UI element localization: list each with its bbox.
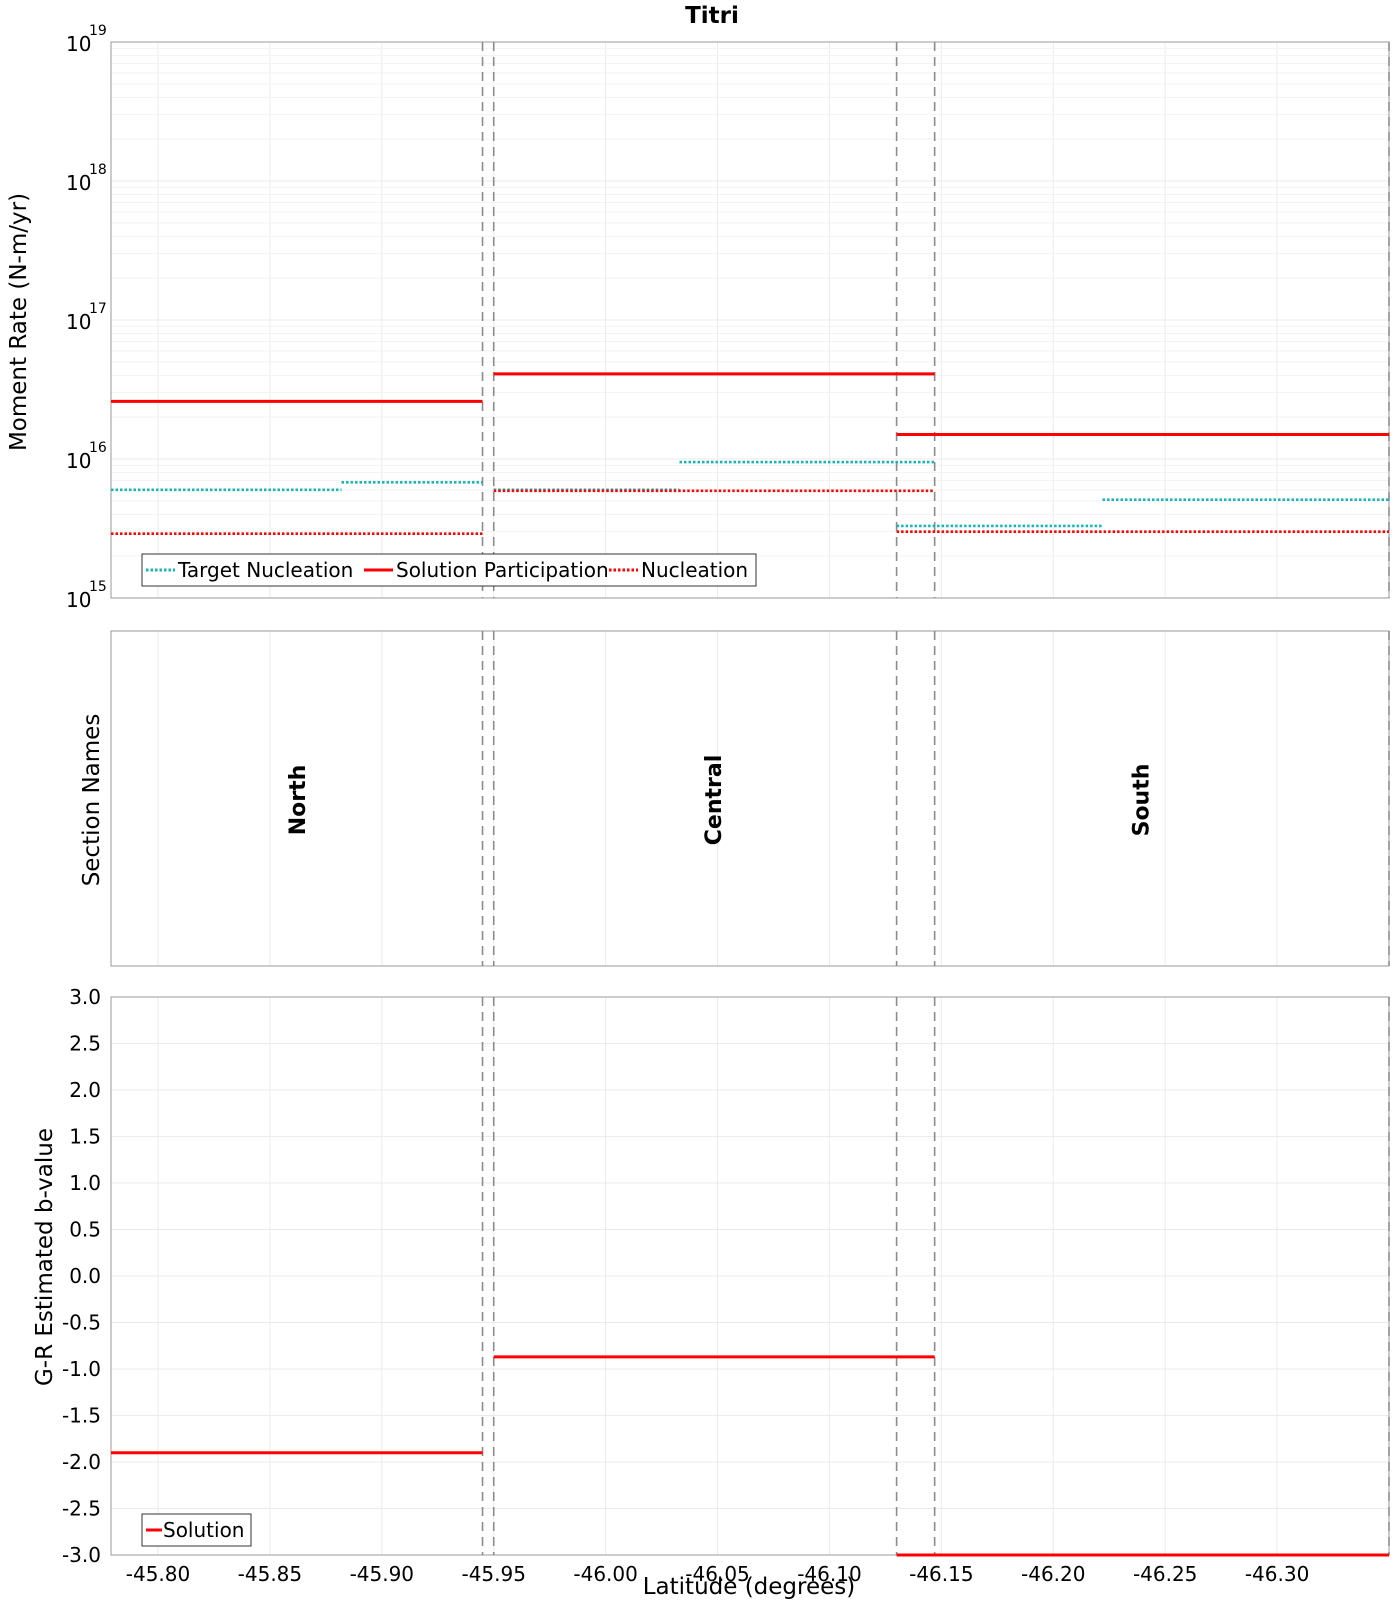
x-tick-label: -45.85 [238, 1562, 302, 1586]
section-name-label: South [1130, 764, 1155, 837]
y-tick-label: 10 [66, 32, 91, 56]
y-tick-exponent: 16 [89, 440, 107, 456]
y-tick-label: 10 [66, 588, 91, 612]
x-tick-label: -46.25 [1133, 1562, 1197, 1586]
y-tick-label: -2.0 [62, 1450, 101, 1474]
y-tick-label: 2.5 [69, 1032, 101, 1056]
y-tick-label: 0.5 [69, 1218, 101, 1242]
y-tick-label: 2.0 [69, 1078, 101, 1102]
x-tick-label: -46.20 [1021, 1562, 1085, 1586]
legend-label: Nucleation [641, 558, 748, 582]
section-names-axis-label: Section Names [79, 714, 105, 887]
y-tick-label: 1.5 [69, 1125, 101, 1149]
y-tick-exponent: 19 [89, 23, 107, 39]
y-tick-label: 10 [66, 449, 91, 473]
b-value-axis-label: G-R Estimated b-value [32, 1128, 58, 1386]
y-tick-label: -3.0 [62, 1543, 101, 1567]
section-names-panel: North Central South [110, 630, 1390, 967]
legend-box [141, 553, 757, 587]
y-tick-label: 0.0 [69, 1264, 101, 1288]
x-tick-label: -46.15 [909, 1562, 973, 1586]
section-name-label: North [286, 765, 311, 836]
x-tick-label: -46.30 [1245, 1562, 1309, 1586]
y-tick-label: 10 [66, 171, 91, 195]
y-tick-label: 1.0 [69, 1171, 101, 1195]
x-tick-label: -45.95 [461, 1562, 525, 1586]
y-tick-label: -1.5 [62, 1404, 101, 1428]
x-tick-label: -46.10 [797, 1562, 861, 1586]
legend-label: Solution Participation [396, 558, 609, 582]
y-tick-label: 3.0 [69, 985, 101, 1009]
y-tick-label: 10 [66, 310, 91, 334]
y-tick-label: -1.0 [62, 1357, 101, 1381]
y-tick-label: -0.5 [62, 1311, 101, 1335]
legend-label: Target Nucleation [177, 558, 353, 582]
chart-title: Titri [685, 3, 739, 29]
section-name-label: Central [702, 755, 727, 845]
legend-label: Solution [163, 1518, 244, 1542]
x-axis-label: Latitude (degrees) [643, 1574, 856, 1600]
b-value-panel: 3.0 2.5 2.0 1.5 1.0 0.5 0.0 -0.5 -1.0 -1.5 -2.0 -2.… [62, 985, 1390, 1586]
x-tick-label: -45.80 [126, 1562, 190, 1586]
x-tick-label: -45.90 [350, 1562, 414, 1586]
x-tick-label: -46.00 [573, 1562, 637, 1586]
moment-rate-axis-label: Moment Rate (N-m/yr) [6, 193, 32, 451]
y-tick-exponent: 15 [89, 579, 107, 595]
x-tick-label: -46.05 [685, 1562, 749, 1586]
y-tick-label: -2.5 [62, 1497, 101, 1521]
y-tick-exponent: 17 [89, 301, 107, 317]
y-tick-exponent: 18 [89, 162, 107, 178]
